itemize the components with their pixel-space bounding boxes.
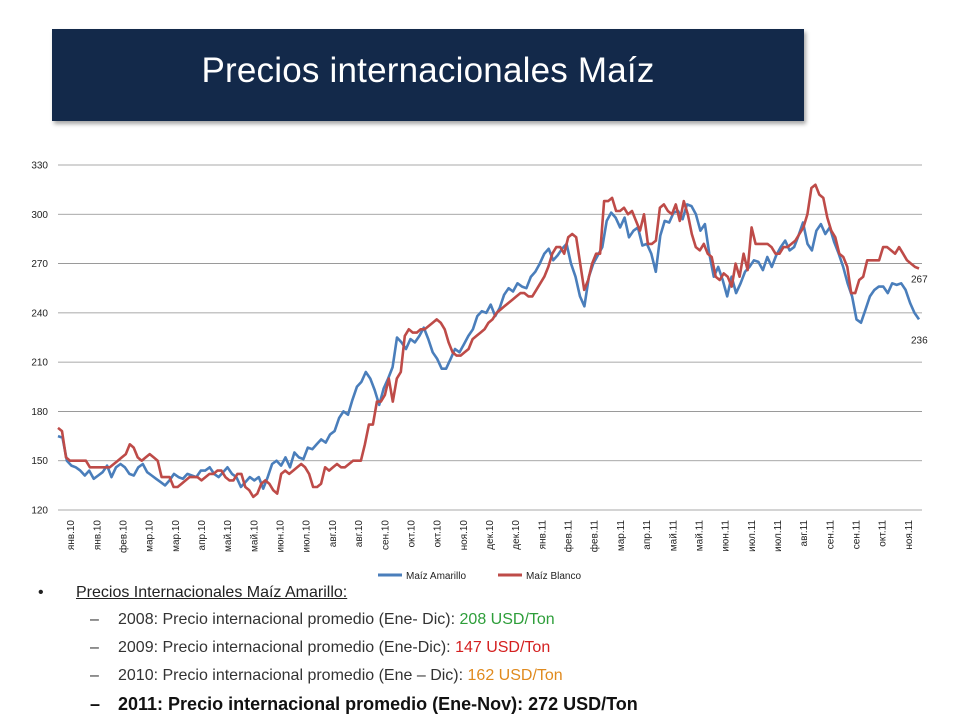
bullet-item-value: 162 USD/Ton <box>467 667 563 684</box>
x-tick-label: ноя.11 <box>904 520 915 550</box>
dash: – <box>90 667 99 684</box>
x-tick-label: июн.11 <box>721 520 732 552</box>
x-tick-label: ноя.10 <box>459 520 470 551</box>
bullet-item-label: 2011: Precio internacional promedio (Ene… <box>118 694 638 714</box>
y-tick-label: 270 <box>31 259 48 270</box>
y-tick-label: 210 <box>31 358 48 369</box>
x-tick-label: окт.10 <box>406 520 417 548</box>
x-tick-label: дек.10 <box>511 520 522 550</box>
bullet-heading-text: Precios Internacionales Maíz Amarillo: <box>76 584 348 601</box>
x-tick-label: июн.10 <box>276 520 287 553</box>
x-tick-label: авг.10 <box>328 520 339 548</box>
x-tick-label: сен.11 <box>825 520 836 550</box>
x-tick-label: фев.11 <box>589 520 601 553</box>
x-tick-label: май.11 <box>668 520 679 552</box>
y-tick-label: 180 <box>31 407 48 418</box>
x-tick-label: мар.11 <box>616 520 627 552</box>
x-tick-label: янв.10 <box>92 520 103 551</box>
legend-label: Maíz Blanco <box>526 571 581 582</box>
chart-legend: Maíz Amarillo Maíz Blanco <box>378 571 581 582</box>
x-tick-label: май.10 <box>249 520 260 552</box>
end-value-label: 267 <box>911 275 928 286</box>
bullet-list: • Precios Internacionales Maíz Amarillo:… <box>38 580 938 718</box>
x-tick-label: сен.11 <box>852 520 863 550</box>
bullet-item-label: 2008: Precio internacional promedio (Ene… <box>118 611 456 628</box>
bullet-item-value: 147 USD/Ton <box>455 639 551 656</box>
x-tick-label: фев.11 <box>563 520 575 553</box>
price-line-chart: 120 150 180 210 240 270 300 330 янв.10 янв.10 фев.… <box>31 161 928 583</box>
x-tick-label: июл.11 <box>747 520 758 552</box>
bullet-item-2008: – 2008: Precio internacional promedio (E… <box>38 606 938 634</box>
title-banner: Precios internacionales Maíz <box>52 29 804 121</box>
x-tick-label: окт.10 <box>433 520 444 548</box>
x-tick-label: мар.10 <box>145 520 156 552</box>
y-tick-label: 300 <box>31 210 48 221</box>
x-tick-label: окт.11 <box>878 520 889 547</box>
bullet-dot: • <box>38 584 44 601</box>
x-tick-label: июл.10 <box>302 520 313 553</box>
bullet-heading: • Precios Internacionales Maíz Amarillo: <box>38 580 938 606</box>
series-line-maiz-blanco <box>57 183 920 499</box>
x-tick-label: май.11 <box>694 520 705 552</box>
bullet-item-label: 2009: Precio internacional promedio (Ene… <box>118 639 451 656</box>
legend-label: Maíz Amarillo <box>406 571 466 582</box>
y-tick-label: 150 <box>31 456 48 467</box>
x-tick-label: янв.11 <box>537 520 548 550</box>
x-tick-label: апр.10 <box>197 520 208 551</box>
bullet-item-label: 2010: Precio internacional promedio (Ene… <box>118 667 464 684</box>
y-tick-label: 120 <box>31 506 48 517</box>
page-title: Precios internacionales Maíz <box>201 51 655 90</box>
x-tick-label: сен.10 <box>380 520 391 550</box>
y-tick-label: 240 <box>31 308 48 319</box>
x-tick-label: дек.10 <box>485 520 496 550</box>
bullet-item-value: 208 USD/Ton <box>459 611 555 628</box>
x-tick-label: май.10 <box>223 520 234 552</box>
x-tick-label: июл.11 <box>773 520 784 552</box>
y-tick-label: 330 <box>31 161 48 172</box>
x-tick-label: авг.10 <box>354 520 365 548</box>
bullet-item-2010: – 2010: Precio internacional promedio (E… <box>38 662 938 690</box>
x-tick-label: фев.10 <box>117 520 129 553</box>
x-tick-label: янв.10 <box>66 520 77 551</box>
x-tick-label: мар.10 <box>171 520 182 552</box>
end-value-label: 236 <box>911 335 928 346</box>
bullet-item-2009: – 2009: Precio internacional promedio (E… <box>38 634 938 662</box>
x-tick-label: авг.11 <box>799 520 810 547</box>
dash: – <box>90 639 99 656</box>
x-tick-label: апр.11 <box>642 520 653 550</box>
dash: – <box>90 611 99 628</box>
series-line-maiz-amarillo <box>57 203 921 490</box>
dash: – <box>90 694 101 714</box>
bullet-item-2011: – 2011: Precio internacional promedio (E… <box>38 690 938 718</box>
